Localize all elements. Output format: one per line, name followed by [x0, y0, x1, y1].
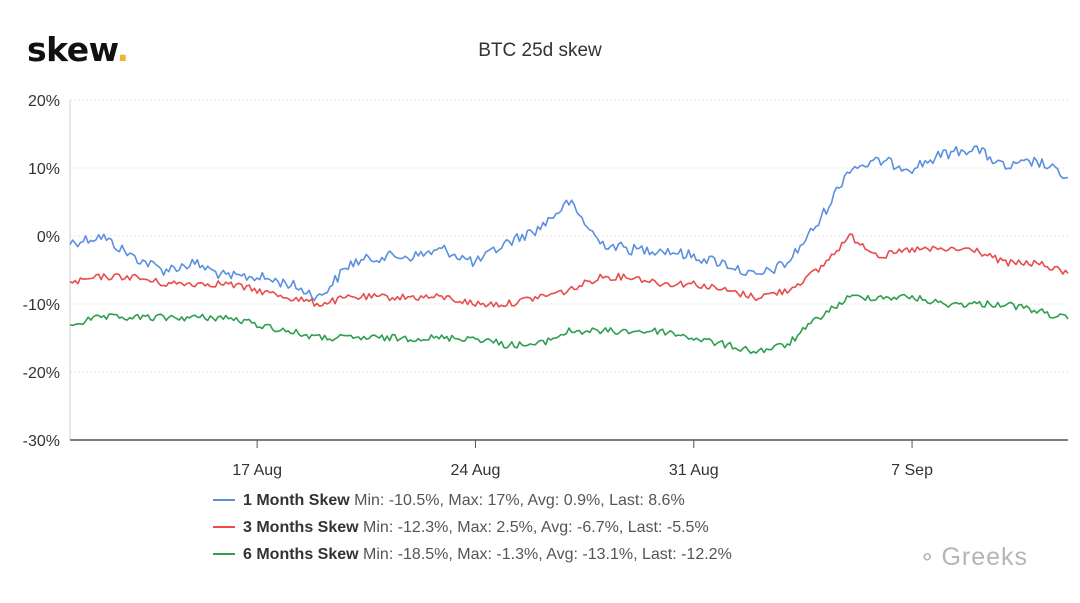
legend-swatch	[213, 498, 235, 501]
y-tick-label: -30%	[23, 433, 60, 450]
y-tick-label: 10%	[28, 161, 60, 178]
legend-swatch	[213, 552, 235, 555]
y-tick-label: -10%	[23, 297, 60, 314]
series-line-2	[69, 233, 1069, 308]
y-tick-label: 20%	[28, 93, 60, 110]
legend: 1 Month Skew Min: -10.5%, Max: 17%, Avg:…	[213, 490, 732, 571]
legend-item-6m[interactable]: 6 Months Skew Min: -18.5%, Max: -1.3%, A…	[213, 544, 732, 571]
series-line-1	[69, 145, 1069, 302]
legend-item-3m[interactable]: 3 Months Skew Min: -12.3%, Max: 2.5%, Av…	[213, 517, 732, 544]
x-tick-label: 7 Sep	[891, 462, 933, 479]
series-lines	[69, 145, 1069, 355]
legend-item-1m[interactable]: 1 Month Skew Min: -10.5%, Max: 17%, Avg:…	[213, 490, 732, 517]
grid-lines	[70, 99, 1068, 441]
chart-title: BTC 25d skew	[478, 40, 602, 61]
x-tick-label: 31 Aug	[669, 462, 719, 479]
legend-swatch	[213, 525, 235, 528]
y-tick-label: -20%	[23, 365, 60, 382]
skew-logo: skew.	[27, 30, 129, 69]
x-tick-label: 17 Aug	[232, 462, 282, 479]
x-tick-label: 24 Aug	[451, 462, 501, 479]
y-tick-label: 0%	[37, 229, 60, 246]
greeks-watermark: ⚬ Greeks	[918, 543, 1029, 571]
series-line-3	[69, 293, 1069, 355]
axes: 20% 10% 0% -10% -20% -30% 17 Aug 24 Aug 31 Aug 7 …	[23, 93, 1068, 479]
wechat-icon: ⚬	[918, 545, 938, 570]
